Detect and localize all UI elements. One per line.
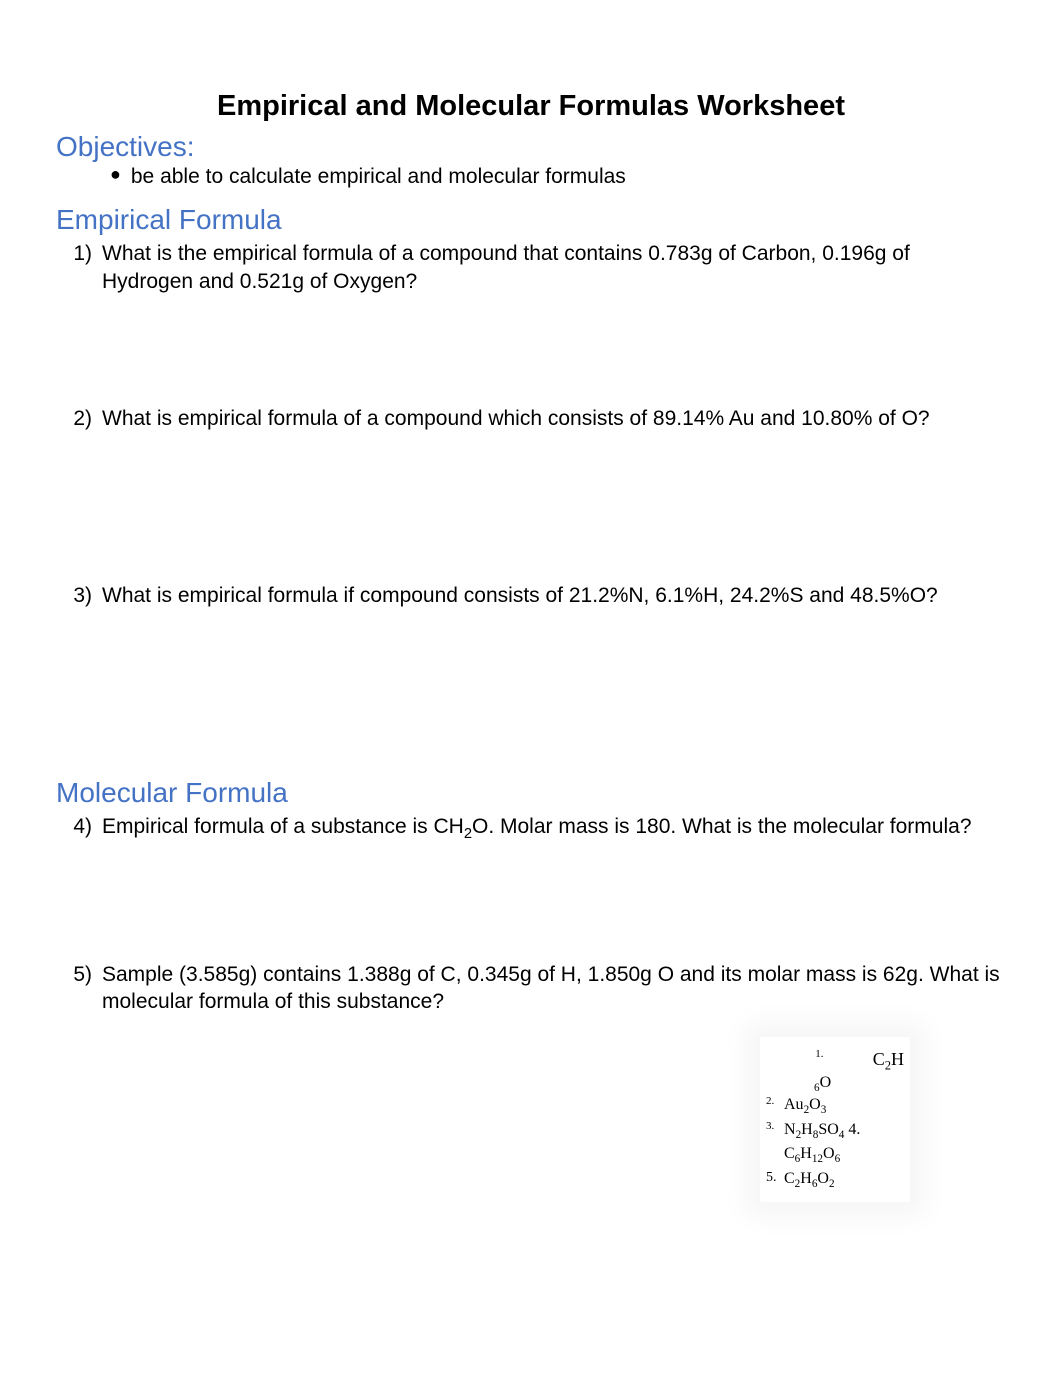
answer-key: 1. C2H 6O 2. Au2O3 3. N2H8SO4 4. C6H12O6… (760, 1037, 910, 1202)
answer-num: 2. (766, 1094, 784, 1109)
question-text: What is empirical formula of a compound … (102, 405, 1006, 432)
answer-2: 2. Au2O3 (766, 1094, 904, 1116)
bullet-icon: ● (110, 165, 121, 183)
question-5: 5) Sample (3.585g) contains 1.388g of C,… (56, 961, 1006, 1016)
answer-4: C6H12O6 (766, 1143, 904, 1165)
question-text: What is empirical formula if compound co… (102, 582, 1006, 609)
answer-1-row1: 1. C2H (766, 1047, 904, 1072)
answer-3: 3. N2H8SO4 4. (766, 1119, 904, 1141)
objectives-heading: Objectives: (56, 131, 1006, 163)
question-number: 3) (56, 582, 92, 609)
q4-text-post: O. Molar mass is 180. What is the molecu… (472, 815, 972, 838)
answer-num: 1. (766, 1047, 873, 1072)
question-text: Empirical formula of a substance is CH2O… (102, 813, 1006, 840)
answer-num: 5. (766, 1168, 784, 1188)
answer-value: C2H (873, 1047, 904, 1072)
answer-value: C2H6O2 (784, 1168, 904, 1190)
question-text: What is the empirical formula of a compo… (102, 240, 1006, 295)
question-number: 4) (56, 813, 92, 840)
question-4: 4) Empirical formula of a substance is C… (56, 813, 1006, 840)
answer-value: N2H8SO4 4. (784, 1119, 904, 1141)
answer-value: C6H12O6 (784, 1143, 904, 1165)
empirical-heading: Empirical Formula (56, 204, 1006, 236)
page-title: Empirical and Molecular Formulas Workshe… (56, 90, 1006, 123)
answer-5: 5. C2H6O2 (766, 1168, 904, 1190)
question-3: 3) What is empirical formula if compound… (56, 582, 1006, 609)
answer-num: 3. (766, 1119, 784, 1134)
question-number: 2) (56, 405, 92, 432)
answer-value: Au2O3 (784, 1094, 904, 1116)
objectives-text: be able to calculate empirical and molec… (131, 163, 626, 190)
question-1: 1) What is the empirical formula of a co… (56, 240, 1006, 295)
answer-1-row2: 6O (766, 1072, 904, 1094)
molecular-heading: Molecular Formula (56, 777, 1006, 809)
question-number: 5) (56, 961, 92, 988)
objectives-bullet: ● be able to calculate empirical and mol… (110, 163, 1006, 190)
question-2: 2) What is empirical formula of a compou… (56, 405, 1006, 432)
q4-text-pre: Empirical formula of a substance is CH (102, 815, 464, 838)
question-text: Sample (3.585g) contains 1.388g of C, 0.… (102, 961, 1006, 1016)
question-number: 1) (56, 240, 92, 267)
